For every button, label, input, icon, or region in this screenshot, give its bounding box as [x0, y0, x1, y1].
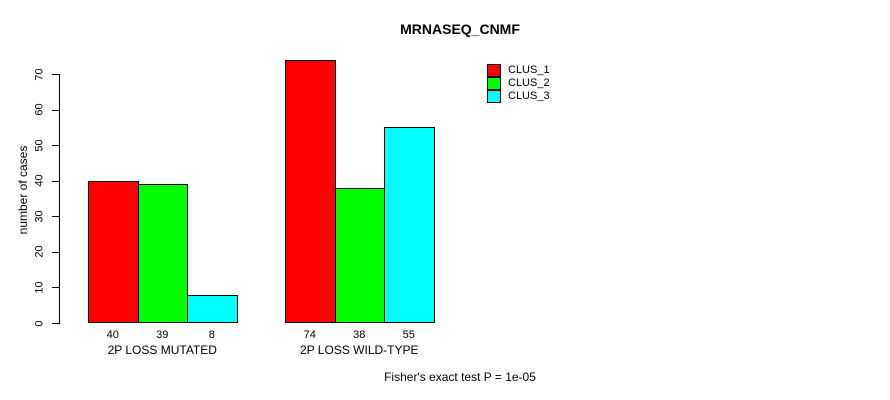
bar-value-label: 38 [353, 329, 366, 341]
y-tick-label: 10 [33, 281, 46, 294]
y-axis-line [59, 74, 60, 324]
legend-swatch-clus_1 [487, 64, 501, 77]
bar-value-label: 39 [156, 329, 169, 341]
y-tick-label: 70 [33, 67, 46, 81]
y-tick-label: 30 [33, 210, 46, 223]
bar-clus_3-group1 [187, 294, 238, 323]
y-tick [52, 109, 59, 111]
bar-clus_2-group2 [334, 187, 385, 323]
y-tick-label: 40 [33, 174, 46, 187]
chart-title: MRNASEQ_CNMF [400, 21, 520, 37]
y-tick [52, 180, 59, 182]
legend-label: CLUS_2 [508, 77, 550, 89]
legend-swatch-clus_2 [487, 77, 501, 90]
bar-value-label: 74 [303, 329, 316, 341]
y-tick-label: 50 [33, 139, 46, 152]
y-tick-label: 60 [33, 103, 46, 116]
y-tick [52, 216, 59, 218]
x-group-label: 2P LOSS WILD-TYPE [300, 343, 419, 357]
y-tick-label: 0 [33, 319, 46, 327]
caption-text: Fisher's exact test P = 1e-05 [384, 370, 536, 384]
bar-value-label: 55 [402, 329, 415, 341]
y-tick-label: 20 [33, 245, 46, 258]
bar-value-label: 40 [106, 329, 119, 341]
y-tick [52, 251, 59, 253]
bar-value-label: 8 [208, 329, 215, 341]
y-tick [52, 323, 59, 324]
legend-item: CLUS_1 [487, 64, 550, 77]
bar-clus_3-group2 [384, 127, 435, 323]
bar-clus_2-group1 [137, 184, 188, 323]
legend-item: CLUS_3 [487, 90, 550, 103]
legend-item: CLUS_2 [487, 77, 550, 90]
legend: CLUS_1 CLUS_2 CLUS_3 [487, 64, 550, 103]
legend-swatch-clus_3 [487, 90, 501, 103]
legend-label: CLUS_3 [508, 90, 550, 102]
x-group-label: 2P LOSS MUTATED [107, 343, 217, 357]
y-tick [52, 74, 59, 75]
y-tick [52, 145, 59, 147]
y-tick [52, 287, 59, 289]
bar-clus_1-group2 [285, 59, 336, 323]
bar-clus_1-group1 [88, 180, 139, 323]
legend-label: CLUS_1 [508, 64, 550, 76]
